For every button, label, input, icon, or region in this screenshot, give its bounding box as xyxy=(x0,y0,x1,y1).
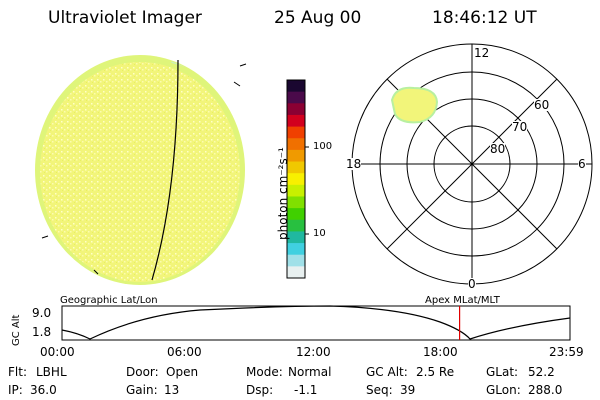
image-date: 25 Aug 00 xyxy=(274,8,362,28)
info-glat-label: GLat: xyxy=(486,365,519,379)
info-dsp-value: -1.1 xyxy=(294,383,318,397)
auroral-blob xyxy=(390,86,439,124)
info-ip-label: IP: xyxy=(8,383,23,397)
colorbar-cell xyxy=(287,208,305,221)
colorbar-cell xyxy=(287,231,305,244)
colorbar-tick-label-100: 100 xyxy=(313,141,333,152)
colorbar-cell xyxy=(287,126,305,139)
info-glon-value: 288.0 xyxy=(528,383,563,397)
colorbar-frame xyxy=(286,79,306,279)
polar-label-0: 0 xyxy=(468,277,476,291)
colorbar-cell xyxy=(287,80,305,93)
info-gcalt-value: 2.5 Re xyxy=(416,365,455,379)
info-dsp-label: Dsp: xyxy=(246,383,274,397)
colorbar-cell xyxy=(287,254,305,267)
earth-disk-interior xyxy=(40,62,240,282)
timeline-frame xyxy=(61,305,571,341)
colorbar-cell xyxy=(287,114,305,128)
timeline-xtick-0000: 00:00 xyxy=(40,345,75,359)
colorbar-cell xyxy=(287,219,305,232)
timeline-xtick-1800: 18:00 xyxy=(423,345,458,359)
info-gain-value: 13 xyxy=(164,383,180,397)
info-ip-value: 36.0 xyxy=(30,383,57,397)
info-seq-label: Seq: xyxy=(366,383,393,397)
colorbar-cell xyxy=(287,196,305,209)
colorbar-cell xyxy=(287,173,305,186)
polar-diagonal-2 xyxy=(386,78,558,250)
info-gcalt-label: GC Alt: xyxy=(366,365,408,379)
timeline-xtick-2359: 23:59 xyxy=(549,345,584,359)
timeline-xtick-1200: 12:00 xyxy=(296,345,331,359)
info-flt-value: LBHL xyxy=(36,365,67,379)
colorbar-cell xyxy=(287,91,305,104)
info-door-label: Door: xyxy=(126,365,159,379)
info-glon-label: GLon: xyxy=(486,383,521,397)
info-seq-value: 39 xyxy=(400,383,416,397)
info-mode-value: Normal xyxy=(288,365,332,379)
colorbar-cell xyxy=(287,149,305,163)
colorbar-cell xyxy=(287,161,305,174)
image-time: 18:46:12 UT xyxy=(432,8,537,28)
altitude-curve xyxy=(61,305,571,340)
timeline-xtick-0600: 06:00 xyxy=(167,345,202,359)
colorbar-cell xyxy=(287,243,305,256)
colorbar-cell xyxy=(287,266,305,279)
timeline-right-label: Apex MLat/MLT xyxy=(425,295,500,306)
terminator-line xyxy=(151,59,179,281)
polar-lat-label-70: 70 xyxy=(512,120,528,134)
polar-lat-label-60: 60 xyxy=(534,98,550,112)
polar-lat-label-80: 80 xyxy=(490,142,506,156)
colorbar-cell xyxy=(287,103,305,116)
instrument-title: Ultraviolet Imager xyxy=(48,8,202,28)
info-glat-value: 52.2 xyxy=(528,365,555,379)
colorbar-tick-label-10: 10 xyxy=(313,228,326,239)
info-flt-label: Flt: xyxy=(8,365,27,379)
timeline-left-label: Geographic Lat/Lon xyxy=(60,295,158,306)
colorbar-cell xyxy=(287,184,305,197)
polar-label-6: 6 xyxy=(578,157,586,171)
timeline-ytick-9: 9.0 xyxy=(32,306,52,320)
info-gain-label: Gain: xyxy=(126,383,158,397)
info-door-value: Open xyxy=(166,365,199,379)
info-mode-label: Mode: xyxy=(246,365,283,379)
colorbar-cell xyxy=(287,138,305,151)
limb-mark xyxy=(41,63,247,275)
timeline-ytick-1-8: 1.8 xyxy=(32,325,52,339)
polar-label-12: 12 xyxy=(474,46,490,60)
polar-label-18: 18 xyxy=(346,157,362,171)
